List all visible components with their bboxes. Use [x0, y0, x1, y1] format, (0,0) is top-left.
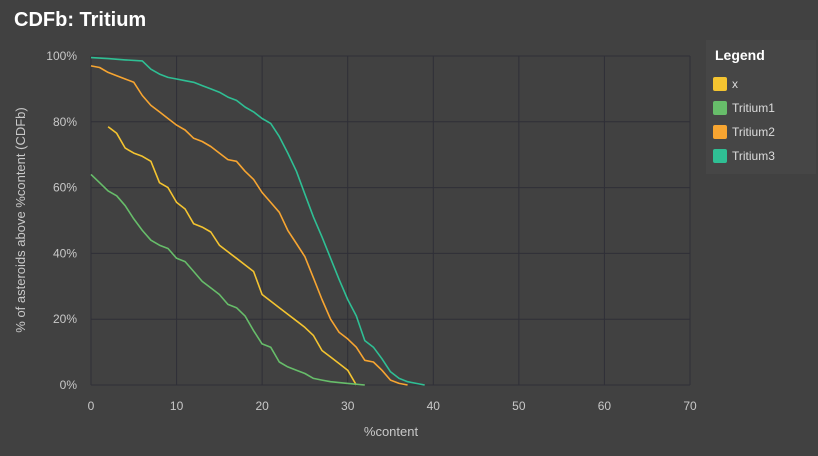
legend-label: x [732, 77, 738, 91]
x-tick-label: 60 [598, 399, 612, 413]
y-tick-label: 40% [53, 246, 77, 260]
series-line-tritium1 [90, 173, 365, 386]
legend-label: Tritium2 [732, 125, 775, 139]
x-tick-label: 70 [683, 399, 697, 413]
x-tick-label: 50 [512, 399, 526, 413]
x-axis-label: %content [364, 424, 419, 439]
x-tick-label: 30 [341, 399, 355, 413]
series-line-tritium2 [90, 65, 408, 386]
legend-label: Tritium3 [732, 149, 775, 163]
grid-lines [90, 55, 691, 386]
legend-swatch [713, 149, 727, 163]
legend-item-x[interactable]: x [713, 75, 738, 93]
tick-labels: 0 10 20 30 40 50 60 70 0% 20% 40% 60% 80% 100% [46, 49, 697, 413]
series-layer [90, 56, 425, 386]
legend: Legend x Tritium1 Tritium2 Tritium3 [706, 40, 816, 174]
y-axis-label: % of asteroids above %content (CDFb) [13, 107, 28, 332]
legend-item-tritium3[interactable]: Tritium3 [713, 147, 775, 165]
y-tick-label: 20% [53, 312, 77, 326]
chart-title: CDFb: Tritium [14, 9, 147, 31]
x-tick-label: 40 [427, 399, 441, 413]
y-tick-label: 60% [53, 181, 77, 195]
y-tick-label: 80% [53, 115, 77, 129]
legend-title: Legend [715, 47, 765, 63]
y-tick-label: 0% [60, 378, 78, 392]
legend-item-tritium1[interactable]: Tritium1 [713, 99, 775, 117]
x-tick-label: 10 [170, 399, 184, 413]
legend-label: Tritium1 [732, 101, 775, 115]
x-tick-label: 20 [255, 399, 269, 413]
series-line-tritium3 [90, 56, 425, 386]
series-line-x [107, 126, 357, 386]
x-tick-label: 0 [88, 399, 95, 413]
y-tick-label: 100% [46, 49, 77, 63]
legend-swatch [713, 77, 727, 91]
legend-swatch [713, 101, 727, 115]
legend-swatch [713, 125, 727, 139]
legend-item-tritium2[interactable]: Tritium2 [713, 123, 775, 141]
